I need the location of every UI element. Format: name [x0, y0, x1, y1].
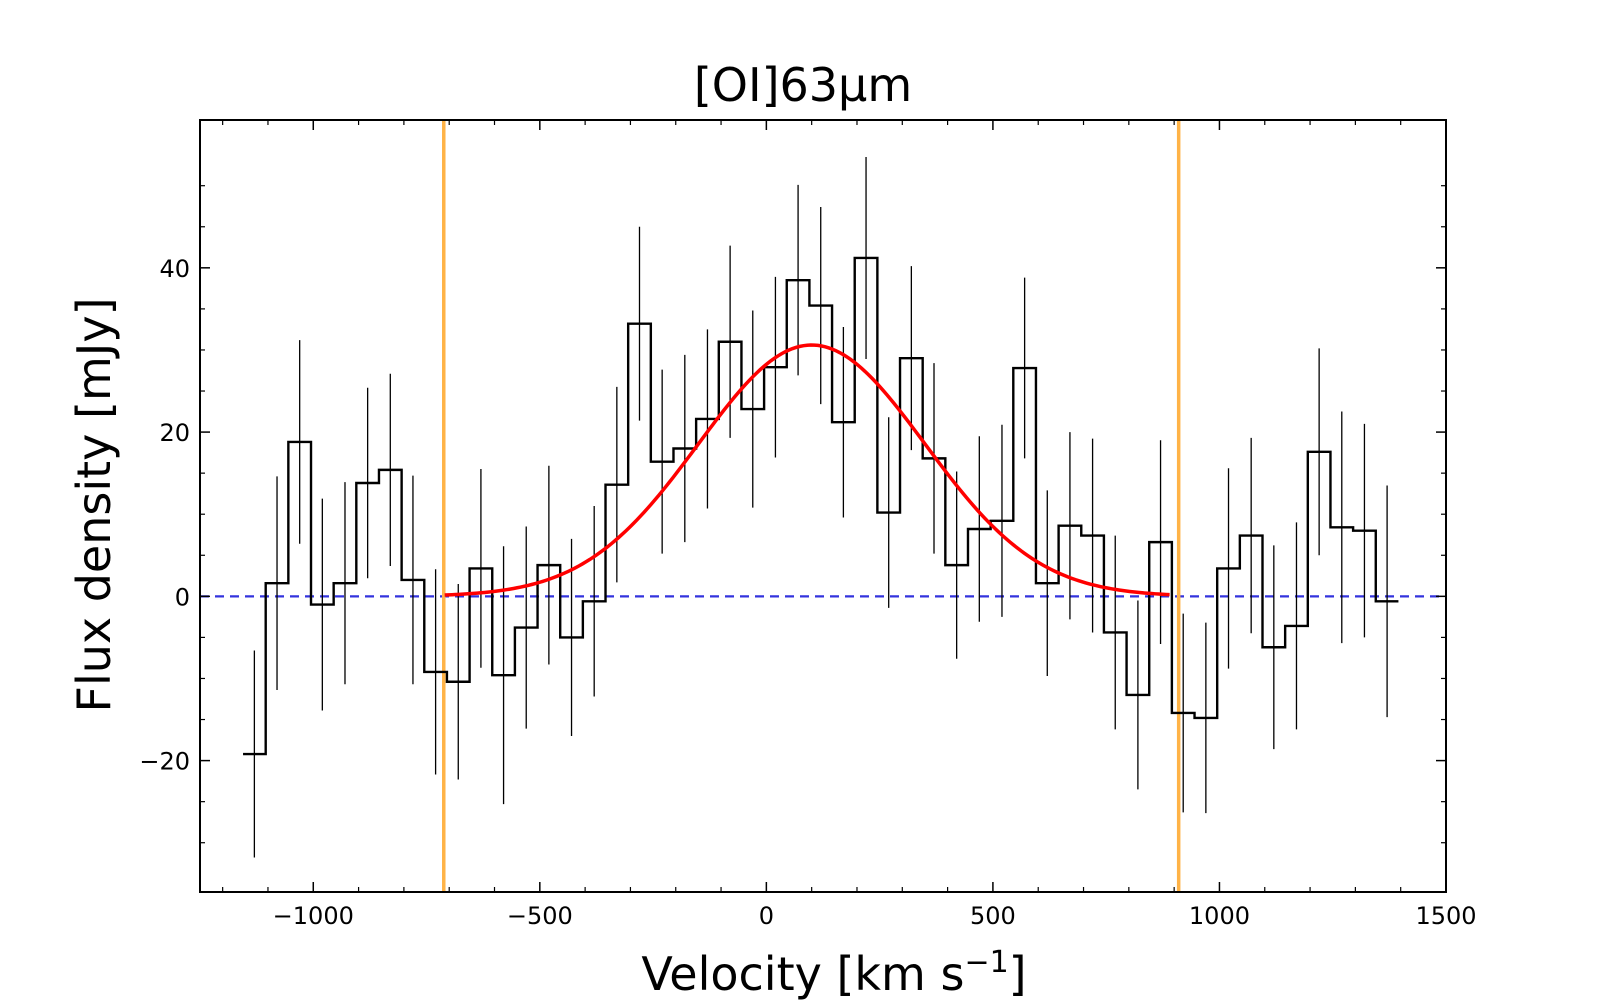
x-axis-title: Velocity [km s−1]: [641, 945, 1026, 1000]
chart-title: [OI]63μm: [694, 58, 912, 112]
plot-frame: [199, 119, 1447, 893]
x-axis-title-end: ]: [1009, 947, 1027, 1000]
y-tick-label: 40: [159, 255, 190, 283]
gaussian-fit-line: [444, 343, 1170, 597]
x-axis-title-main: Velocity [km s: [641, 947, 964, 1000]
x-tick-label: −1000: [273, 902, 354, 930]
spectrum-histogram: [243, 256, 1399, 756]
y-tick-label: −20: [139, 748, 190, 776]
x-axis-title-exponent: −1: [964, 945, 1008, 980]
y-axis-title: Flux density [mJy]: [67, 297, 121, 712]
x-tick-label: 1000: [1189, 902, 1250, 930]
y-tick-label: 0: [175, 583, 190, 611]
x-tick-label: 1500: [1415, 902, 1476, 930]
y-tick-label: 20: [159, 419, 190, 447]
x-tick-label: 0: [759, 902, 774, 930]
x-tick-label: 500: [970, 902, 1016, 930]
x-tick-label: −500: [507, 902, 573, 930]
